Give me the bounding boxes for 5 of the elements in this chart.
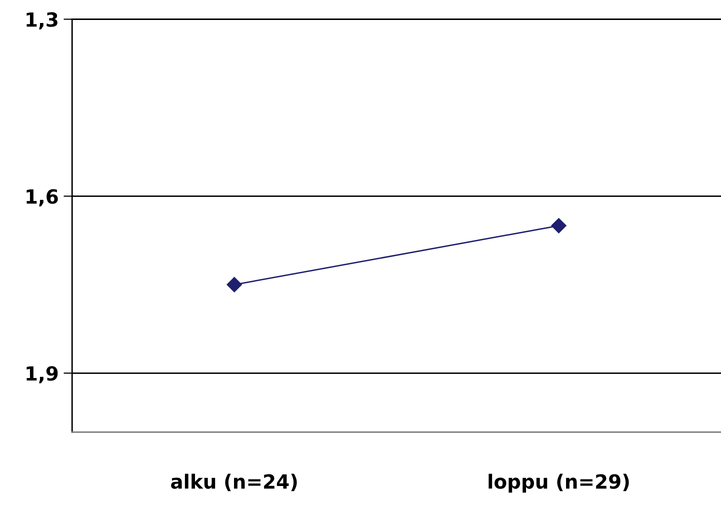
y-tick-label: 1,3 bbox=[26, 12, 58, 30]
x-tick-label: alku (n=24) bbox=[171, 474, 297, 492]
x-tick-label: loppu (n=29) bbox=[488, 474, 629, 493]
y-tick-label: 1,6 bbox=[26, 189, 58, 206]
y-tick-label: 1,9 bbox=[26, 366, 58, 384]
